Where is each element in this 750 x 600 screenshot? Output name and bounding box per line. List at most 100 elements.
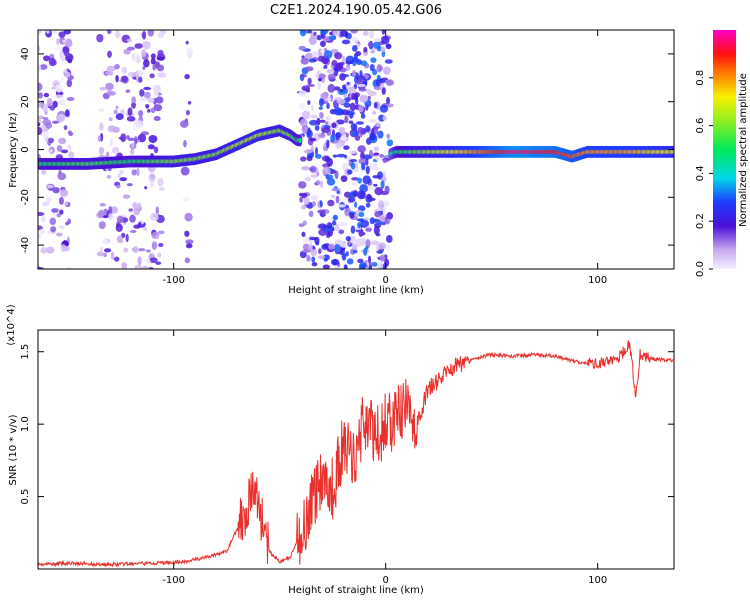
spectrogram-speckle [119, 177, 128, 182]
spectrogram-speckle [313, 31, 317, 36]
spectrogram-speckle [376, 244, 380, 252]
spectrogram-speckle [152, 84, 162, 94]
spectrogram-speckle [55, 46, 64, 51]
spectrogram-speckle [368, 30, 375, 39]
spectrogram-xlabel: Height of straight line (km) [288, 285, 424, 296]
spectrogram-speckle [379, 254, 386, 262]
spectrogram-speckle [131, 169, 137, 176]
spectrogram-speckle [301, 166, 310, 171]
spectrogram-speckle [332, 214, 339, 221]
spectrogram-speckle [377, 200, 384, 209]
spectrogram-speckle [56, 113, 66, 123]
spectrogram-speckle [64, 38, 73, 48]
spectrogram-speckle [54, 94, 64, 99]
spectrogram-speckle [67, 59, 73, 64]
spectrogram-speckle [309, 137, 317, 142]
spectrogram-speckle [107, 91, 117, 96]
spectrogram-speckle [58, 169, 62, 175]
spectrogram-speckle [347, 169, 353, 175]
spectrogram-speckle [38, 92, 44, 99]
snr-ylabel: SNR (10 * v/v) [8, 414, 19, 485]
spectrogram-speckle [48, 57, 57, 67]
spectrogram-speckle [301, 231, 306, 238]
spectrogram-speckle [299, 102, 305, 110]
spectrogram-speckle [323, 64, 328, 70]
spectrogram-speckle [56, 232, 63, 237]
spectrogram-speckle [38, 126, 43, 136]
spectrogram-speckle [116, 215, 124, 224]
spectrogram-speckle [148, 266, 154, 269]
spectrogram-speckle [361, 162, 366, 171]
spectrogram-ylabel: Frequency (Hz) [8, 112, 19, 188]
spectrogram-speckle [319, 200, 323, 208]
spectrogram-speckle [338, 204, 346, 208]
spectrogram-speckle [316, 34, 322, 41]
spectrogram-speckle [376, 64, 382, 73]
spectrogram-speckle [349, 102, 356, 112]
spectrogram-speckle [156, 56, 165, 61]
spectrogram-speckle [365, 227, 372, 232]
spectrogram-speckle [350, 30, 358, 34]
spectrogram-xtick-label: 0 [382, 275, 388, 286]
spectrogram-speckle [306, 30, 313, 34]
spectrogram-speckle [38, 45, 41, 53]
spectrogram-speckle [386, 133, 390, 139]
spectrogram-speckle [362, 30, 369, 36]
spectrogram-speckle [308, 36, 317, 46]
spectrogram-speckle [131, 142, 135, 149]
spectrogram-speckle [362, 237, 366, 246]
spectrogram-speckle [376, 250, 383, 254]
spectrogram-speckle [147, 30, 155, 37]
spectrogram-speckle [341, 39, 351, 45]
spectrogram-speckle [307, 77, 312, 85]
spectrogram-speckle [321, 126, 331, 133]
spectrogram-speckle [335, 62, 344, 71]
spectrogram-speckle [138, 109, 144, 117]
spectrogram-speckle [344, 115, 349, 124]
spectrogram-speckle [358, 158, 366, 165]
spectrogram-speckle [338, 127, 346, 134]
spectrogram-speckle [351, 177, 359, 181]
spectrogram-speckle [342, 240, 347, 245]
spectrogram-ytick-label: 0 [20, 146, 31, 152]
spectrogram-speckle [315, 180, 321, 186]
spectrogram-speckle [59, 189, 69, 197]
spectrogram-speckle [334, 52, 339, 57]
spectrogram-speckle [355, 43, 361, 47]
spectrogram-speckle [150, 57, 156, 65]
snr-frame [37, 329, 675, 570]
spectrogram-speckle [306, 83, 316, 87]
spectrogram-speckle [153, 104, 163, 112]
spectrogram-ytick-label: 40 [20, 48, 31, 61]
spectrogram-speckle [148, 173, 156, 183]
spectrogram-speckle [129, 214, 136, 223]
spectrogram-speckle [351, 57, 359, 63]
spectrogram-speckle [115, 184, 121, 189]
spectrogram-speckle [116, 235, 123, 244]
spectrogram-speckle [63, 30, 72, 35]
spectrogram-speckle [145, 103, 150, 109]
spectrogram-speckle [350, 225, 356, 234]
spectrogram-speckle [302, 249, 311, 253]
spectrogram-speckle [125, 89, 131, 93]
spectrogram-speckle [299, 30, 307, 37]
spectrogram-speckle [385, 79, 394, 86]
spectrogram-speckle [51, 208, 59, 213]
spectrogram-speckle [355, 51, 362, 57]
spectrogram-speckle [38, 82, 43, 92]
spectrogram-speckle [113, 256, 120, 262]
spectrogram-speckle [48, 137, 55, 144]
colorbar-tick-label: 0.4 [695, 165, 706, 181]
spectrogram-speckle [325, 156, 329, 162]
spectrogram-speckle [152, 92, 160, 97]
spectrogram-speckle [308, 236, 318, 241]
spectrogram-speckle [357, 83, 366, 88]
spectrogram-speckle [106, 174, 112, 179]
spectrogram-speckle [118, 136, 125, 140]
colorbar-tick-label: 0.2 [695, 213, 706, 229]
spectrogram-speckle [346, 258, 354, 265]
spectrogram-speckle [67, 144, 72, 151]
spectrogram-speckle [301, 124, 308, 134]
spectrogram-speckle [39, 64, 48, 70]
